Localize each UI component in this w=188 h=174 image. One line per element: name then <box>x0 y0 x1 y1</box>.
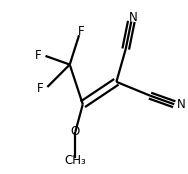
Text: N: N <box>129 11 138 25</box>
Text: F: F <box>35 49 41 62</box>
Text: F: F <box>37 82 43 95</box>
Text: CH₃: CH₃ <box>64 154 86 167</box>
Text: F: F <box>78 25 84 38</box>
Text: O: O <box>71 125 80 138</box>
Text: N: N <box>177 98 186 111</box>
